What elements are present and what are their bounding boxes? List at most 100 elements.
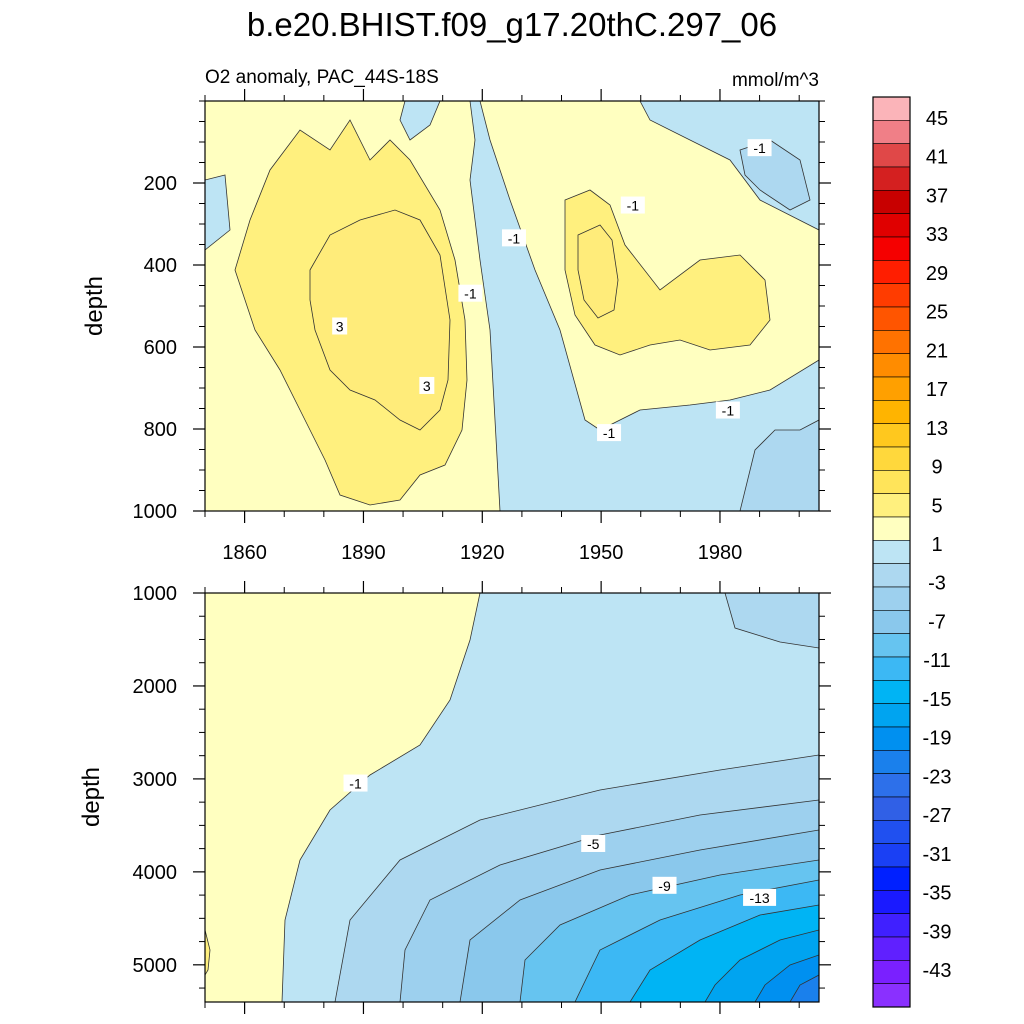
contour-label: -1 [747,139,772,157]
colorbar-swatch [872,120,911,144]
colorbar-swatch [872,306,911,331]
contour-label: -1 [501,229,526,247]
lower-topright-blue [724,593,819,649]
chart-subtitle: O2 anomaly, PAC_44S-18S [205,67,439,88]
colorbar-swatch [872,563,911,588]
contour-label-text: 3 [336,319,344,335]
colorbar-label: 25 [926,302,948,324]
colorbar-swatch [872,330,911,354]
contour-label-text: -1 [603,425,616,441]
colorbar-swatch [872,866,911,891]
colorbar-swatch [872,96,911,121]
colorbar-swatch [872,400,911,424]
y-tick-label: 2000 [133,676,178,698]
colorbar-label: 21 [926,340,948,362]
colorbar-swatch [872,890,911,914]
chart-title: b.e20.BHIST.f09_g17.20thC.297_06 [247,6,777,43]
upper-top-blue-patches-2 [399,101,441,141]
colorbar-swatch [872,656,911,681]
upper-region-high [309,209,451,431]
colorbar-swatch [872,166,911,191]
colorbar-label: -31 [923,844,952,866]
colorbar-label: 17 [926,379,948,401]
y-tick-label: 3000 [133,769,178,791]
colorbar-swatch [872,516,911,541]
colorbar-swatch [872,376,911,401]
colorbar-label: 29 [926,263,948,285]
contour-label: -9 [652,876,677,894]
colorbar-label: 33 [926,224,948,246]
y-tick-label: 400 [144,255,177,277]
colorbar-swatch [872,446,911,471]
colorbar-frame [872,96,911,1008]
y-tick-label: 4000 [133,862,178,884]
contour-label: -1 [458,284,483,302]
y-tick-label: 5000 [133,955,178,977]
y-tick-label: 800 [144,419,177,441]
colorbar-swatch [872,960,911,984]
y-tick-label: 200 [144,173,177,195]
contour-labels: 3 3 -1 -1 -1 -1 -1 -1 -1 -5 -9 -13 [332,139,777,906]
lower-ylabel: depth [78,767,105,827]
colorbar-swatch [872,726,911,751]
units-label: mmol/m^3 [732,70,819,91]
lower-axes-frame [204,592,820,1003]
colorbar-swatch [872,283,911,308]
contour-label: -1 [597,424,622,442]
y-tick-label: 1000 [133,501,178,523]
colorbar-swatch [872,493,911,518]
colorbar-swatch [872,423,911,448]
x-tick-label: 1980 [698,542,743,564]
lower-contour-19 [789,974,819,1002]
colorbar-swatch [872,143,911,168]
contour-label-text: -9 [658,878,671,894]
colorbar-label: -3 [928,573,946,595]
upper-region-positive-3 [577,224,619,319]
lower-positive-region [205,593,481,1002]
colorbar-label: -7 [928,611,946,633]
lower-left-small-positive [205,929,211,976]
colorbar-swatch [872,260,911,284]
contour-label-text: -1 [508,230,521,246]
colorbar-swatch [872,750,911,774]
colorbar-label: 9 [931,457,942,479]
colorbar-label: -43 [923,960,952,982]
colorbar-swatch [872,843,911,868]
contour-label: 3 [332,317,348,335]
upper-positive-region-2 [479,101,819,431]
contour-label-text: -1 [349,776,362,792]
colorbar-swatch [872,936,911,961]
contour-label-text: -5 [587,836,600,852]
x-tick-label: 1950 [579,542,624,564]
upper-deep-blue [739,419,819,511]
colorbar-swatch [872,470,911,494]
colorbar: 45 41 37 33 29 25 21 17 13 9 5 1 -3 -7 -11 -15 -19 -23 -27… [872,96,952,1008]
colorbar-swatch [872,190,911,214]
colorbar-label: -11 [923,650,950,672]
upper-top-blue-patches [739,139,811,211]
x-tick-label: 1890 [341,542,386,564]
colorbar-label: -15 [923,689,952,711]
colorbar-label: 45 [926,108,948,130]
colorbar-swatch [872,353,911,378]
colorbar-swatch [872,236,911,261]
colorbar-label: 41 [926,147,948,169]
contour-label-text: -1 [627,198,640,214]
contour-label: 3 [419,376,435,394]
upper-shallow-blue [205,174,231,251]
colorbar-swatch [872,680,911,704]
upper-ylabel: depth [81,276,108,336]
colorbar-label: -27 [923,805,952,827]
colorbar-swatch [872,586,911,611]
colorbar-label: -35 [923,883,952,905]
contour-label-text: -1 [722,403,735,419]
lower-panel-plot [205,593,819,1002]
contour-label-text: -1 [753,140,766,156]
colorbar-swatch [872,633,911,658]
axis-ticks: 1860 1890 1920 1950 1980 200 400 600 800 1000 1000… [133,89,831,1014]
colorbar-label: 5 [931,495,942,517]
colorbar-swatch [872,213,911,238]
contour-label-text: 3 [423,378,431,394]
colorbar-swatch [872,540,911,564]
